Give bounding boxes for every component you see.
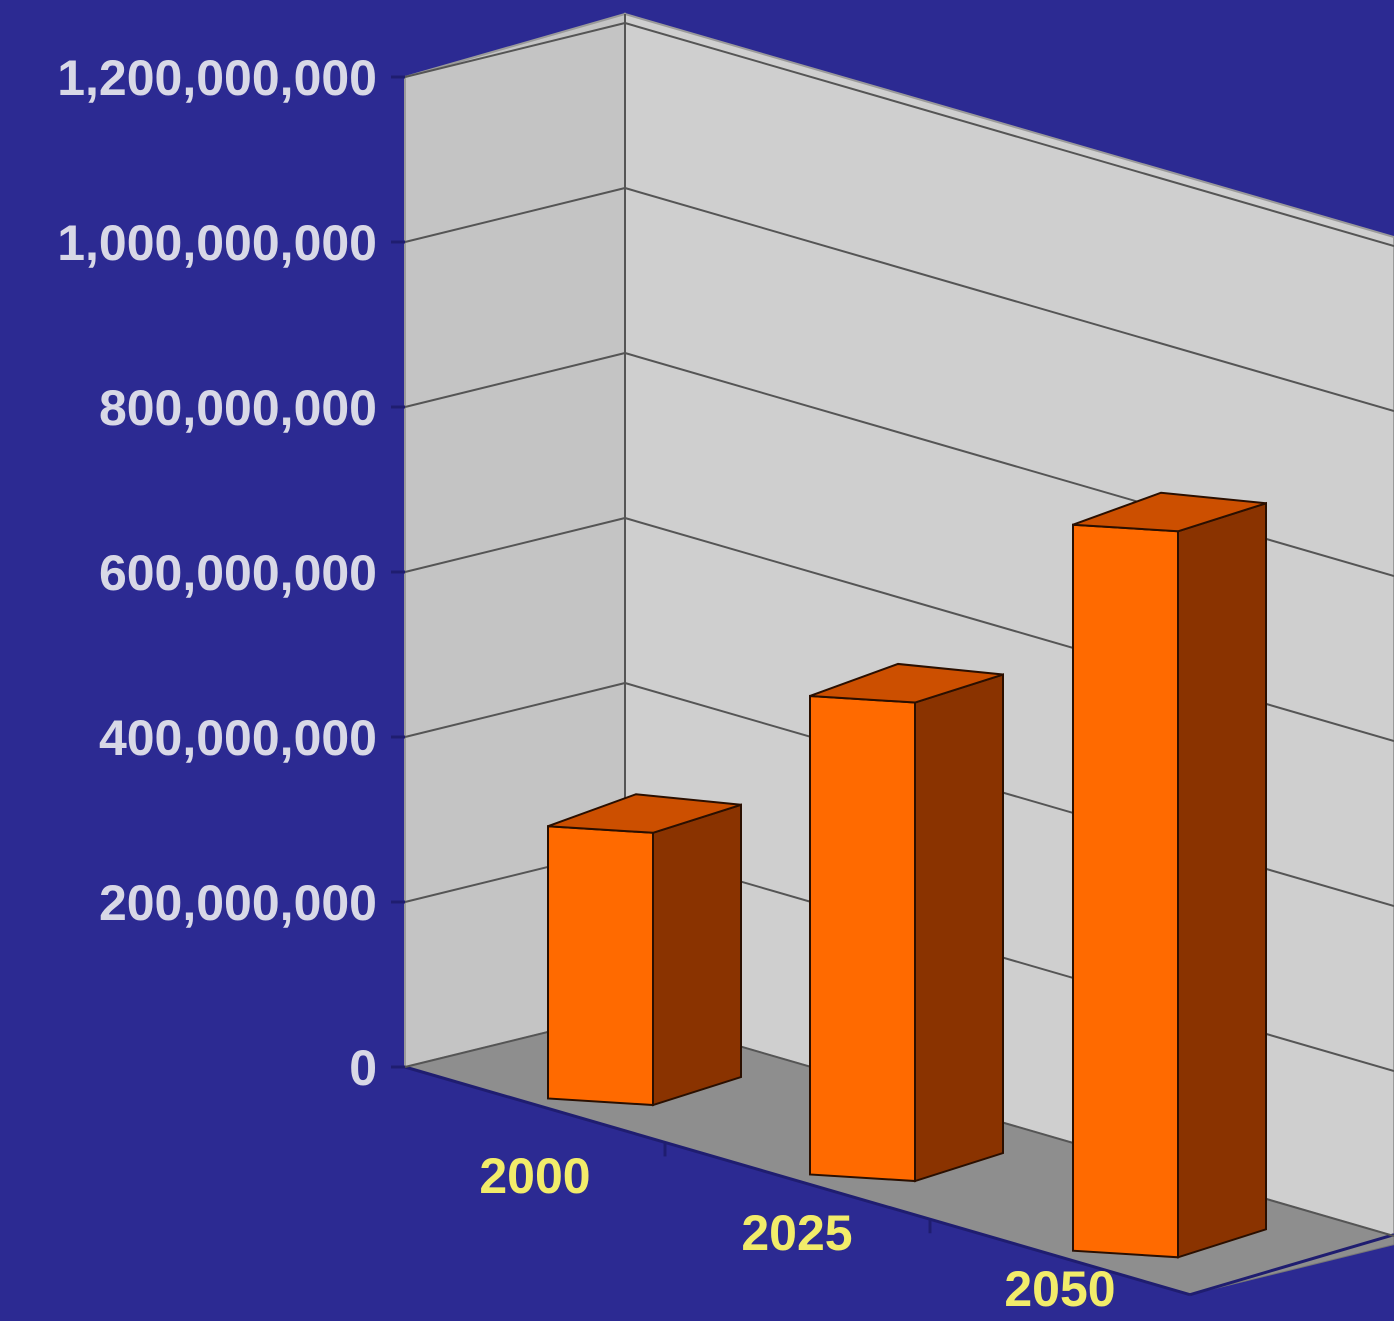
back-gridline <box>624 22 1394 247</box>
floor-right-edge <box>1189 1233 1394 1297</box>
y-tick-label: 1,000,000,000 <box>57 215 377 271</box>
bar-front-face <box>547 825 654 1107</box>
side-gridline <box>404 517 626 573</box>
bar-top-face <box>809 662 1004 704</box>
y-tick-label: 800,000,000 <box>99 380 377 436</box>
bar-side-face <box>914 673 1004 1183</box>
side-gridline <box>404 682 626 738</box>
x-tick-label: 2000 <box>479 1148 590 1204</box>
bar-top-face <box>547 793 742 834</box>
bar-front-face <box>809 694 916 1183</box>
y-tick-label: 400,000,000 <box>99 710 377 766</box>
y-tick-label: 600,000,000 <box>99 545 377 601</box>
x-tick-label: 2050 <box>1004 1261 1115 1316</box>
bar-2050 <box>1072 491 1267 1259</box>
side-gridline <box>404 187 626 243</box>
back-gridline <box>624 187 1394 412</box>
bar-side-face <box>1177 501 1267 1259</box>
bar-top-face <box>1072 491 1267 533</box>
side-gridline <box>404 22 626 78</box>
bar-2000 <box>547 793 742 1107</box>
bar-2025 <box>809 662 1004 1183</box>
x-tick-label: 2025 <box>741 1205 852 1261</box>
y-tick-label: 0 <box>349 1040 377 1096</box>
x-axis-line <box>404 1065 1191 1297</box>
side-gridline <box>404 352 626 408</box>
y-tick-label: 1,200,000,000 <box>57 50 377 106</box>
y-tick-label: 200,000,000 <box>99 875 377 931</box>
bar-side-face <box>652 803 742 1107</box>
bar-front-face <box>1072 523 1179 1259</box>
